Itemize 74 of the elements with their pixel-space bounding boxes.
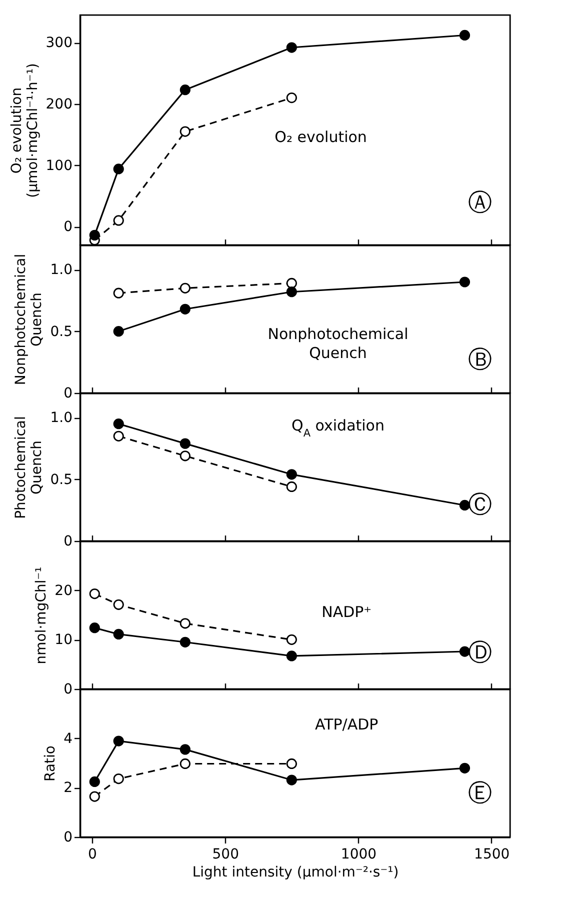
y-tick-label: 100 <box>46 158 72 174</box>
point <box>459 276 470 288</box>
annotation: O₂ evolution <box>274 128 367 146</box>
point <box>89 776 100 788</box>
point <box>113 215 124 226</box>
annotation: ATP/ADP <box>314 716 378 734</box>
point <box>286 481 297 492</box>
annotation: Q$_{A}$ oxidation <box>292 416 384 440</box>
point <box>89 791 100 802</box>
x-tick-label: 1000 <box>340 846 377 862</box>
point <box>286 469 297 480</box>
y-tick-label: 0.5 <box>50 324 72 340</box>
annotation: Nonphotochemical Quench <box>268 324 408 362</box>
y-tick-label: 0 <box>64 682 72 698</box>
point <box>113 773 124 784</box>
y-tick-label: 2 <box>64 780 72 796</box>
annotation: Ⓓ <box>468 638 492 666</box>
point <box>113 736 124 746</box>
point <box>113 326 124 337</box>
annotation: Ⓐ <box>468 188 492 217</box>
y-tick-label: 0 <box>64 219 72 236</box>
point <box>89 230 100 240</box>
point <box>286 286 297 298</box>
y-tick-label: 300 <box>46 35 72 52</box>
x-axis-title: Light intensity (µmol·m⁻²·s⁻¹) <box>192 864 399 880</box>
point <box>89 588 100 600</box>
point <box>459 762 470 774</box>
point <box>89 622 100 634</box>
point <box>286 634 297 645</box>
point <box>180 304 190 314</box>
y-axis-title: Nonphotochemical Quench <box>13 254 46 386</box>
x-tick-label: 0 <box>88 846 97 862</box>
point <box>113 418 124 430</box>
point <box>286 278 297 289</box>
annotation: Ⓑ <box>468 345 492 374</box>
x-tick-label: 500 <box>212 846 239 862</box>
y-axis-title: nmol·mgChl⁻¹ <box>34 566 50 664</box>
y-axis-title: O₂ evolution (µmol·mgChl⁻¹·h⁻¹) <box>8 63 41 198</box>
point <box>180 636 190 648</box>
point <box>459 30 470 41</box>
point <box>180 438 190 449</box>
x-tick-label: 1500 <box>474 846 510 862</box>
y-tick-label: 10 <box>54 632 72 648</box>
y-tick-label: 1.0 <box>50 262 72 278</box>
point <box>286 92 297 104</box>
point <box>180 450 190 462</box>
y-tick-label: 0.5 <box>50 472 72 488</box>
y-tick-label: 1.0 <box>50 410 72 426</box>
y-tick-label: 200 <box>46 96 72 112</box>
y-tick-label: 0 <box>64 386 72 402</box>
point <box>180 758 190 770</box>
point <box>113 599 124 610</box>
y-tick-label: 0 <box>64 534 72 550</box>
y-axis-title: Photochemical Quench <box>13 416 46 519</box>
point <box>113 628 124 640</box>
point <box>113 164 124 174</box>
point <box>286 650 297 662</box>
annotation: Ⓔ <box>468 779 492 808</box>
y-tick-label: 0 <box>64 830 72 846</box>
point <box>180 282 190 294</box>
point <box>286 42 297 53</box>
point <box>180 618 190 629</box>
point <box>286 774 297 786</box>
point <box>286 758 297 770</box>
point <box>180 126 190 137</box>
y-tick-label: 20 <box>54 582 72 599</box>
point <box>113 288 124 298</box>
point <box>180 744 190 755</box>
point <box>180 84 190 96</box>
y-tick-label: 4 <box>64 730 73 747</box>
point <box>113 430 124 442</box>
annotation: NADP⁺ <box>322 603 372 622</box>
annotation: Ⓒ <box>468 490 492 518</box>
y-axis-title: Ratio <box>42 746 59 782</box>
